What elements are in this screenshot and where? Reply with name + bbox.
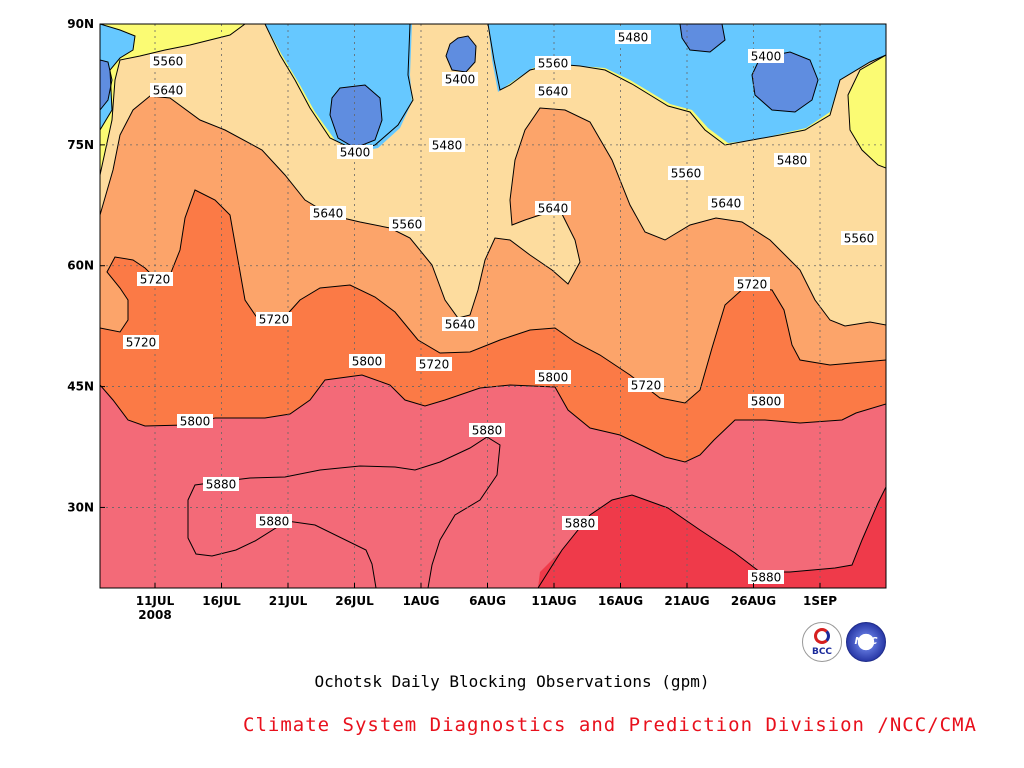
contour-label-text: 5640	[711, 197, 742, 211]
ncc-logo: NCC	[846, 622, 886, 662]
contour-label-text: 5640	[313, 207, 344, 221]
contour-label: 5560	[389, 217, 425, 232]
chart-credit: Climate System Diagnostics and Predictio…	[243, 714, 977, 736]
contour-labels: 5560 5640 5720 5720 5880 5720 5800 5880 5640 5800…	[123, 30, 877, 585]
contour-label-text: 5800	[751, 395, 782, 409]
contour-label-text: 5560	[671, 167, 702, 181]
contour-label: 5720	[628, 378, 664, 393]
contour-label-text: 5720	[737, 278, 768, 292]
contour-label: 5800	[535, 370, 571, 385]
x-tick-label: 16AUG	[598, 594, 643, 608]
x-tick-label: 21JUL	[269, 594, 308, 608]
contour-label: 5880	[748, 570, 784, 585]
contour-label: 5400	[337, 145, 373, 160]
contour-label: 5720	[137, 272, 173, 287]
contour-label: 5800	[177, 414, 213, 429]
contour-label-text: 5640	[445, 318, 476, 332]
x-tick-label: 11AUG	[531, 594, 576, 608]
contour-label-text: 5640	[538, 85, 569, 99]
x-tick-label: 6AUG	[469, 594, 506, 608]
contour-label-text: 5640	[538, 202, 569, 216]
contour-label-text: 5880	[472, 424, 503, 438]
contour-label: 5720	[416, 357, 452, 372]
ncc-logo-text: NCC	[854, 636, 878, 647]
plot-frame	[99, 23, 887, 589]
contour-label: 5640	[535, 84, 571, 99]
contour-label: 5880	[562, 516, 598, 531]
contour-label-text: 5720	[419, 358, 450, 372]
contour-label-text: 5880	[206, 478, 237, 492]
x-tick-label: 16JUL	[202, 594, 241, 608]
y-tick-label: 75N	[67, 138, 94, 152]
contour-label: 5560	[150, 54, 186, 69]
contour-label: 5640	[708, 196, 744, 211]
x-axis: 11JUL 16JUL 21JUL 26JUL 1AUG 6AUG 11AUG 16AUG 21…	[136, 583, 837, 622]
contour-label: 5640	[150, 83, 186, 98]
grid-lines	[100, 24, 886, 588]
contour-label-text: 5800	[538, 371, 569, 385]
fill-below-5400	[100, 24, 818, 148]
bcc-logo-text: BCC	[811, 647, 833, 657]
contour-label-text: 5720	[631, 379, 662, 393]
y-axis: 90N 75N 60N 45N 30N	[67, 17, 105, 514]
contour-label: 5720	[734, 277, 770, 292]
contour-label: 5800	[748, 394, 784, 409]
contour-label: 5800	[349, 354, 385, 369]
contour-label-text: 5560	[844, 232, 875, 246]
contour-label: 5560	[668, 166, 704, 181]
contour-label: 5880	[203, 477, 239, 492]
contour-label-text: 5400	[751, 50, 782, 64]
contour-label: 5560	[841, 231, 877, 246]
bcc-logo: BCC	[802, 622, 842, 662]
x-year-label: 2008	[138, 608, 171, 622]
contour-label-text: 5800	[352, 355, 383, 369]
contour-label: 5720	[256, 312, 292, 327]
contour-label-text: 5720	[140, 273, 171, 287]
contour-label-text: 5400	[445, 73, 476, 87]
x-tick-label: 1SEP	[803, 594, 837, 608]
contour-label-text: 5480	[432, 139, 463, 153]
contour-label-text: 5560	[392, 218, 423, 232]
contour-label: 5640	[442, 317, 478, 332]
contour-label-text: 5880	[751, 571, 782, 585]
contour-label-text: 5880	[565, 517, 596, 531]
contour-label: 5640	[535, 201, 571, 216]
contour-label-text: 5400	[340, 146, 371, 160]
contour-label: 5400	[748, 49, 784, 64]
contour-label-text: 5560	[538, 57, 569, 71]
contour-label-text: 5880	[259, 515, 290, 529]
contour-label: 5640	[310, 206, 346, 221]
contour-lines	[100, 24, 886, 588]
contour-label-text: 5480	[618, 31, 649, 45]
contour-label: 5720	[123, 335, 159, 350]
x-tick-label: 1AUG	[403, 594, 440, 608]
x-tick-label: 26AUG	[731, 594, 776, 608]
contour-label: 5560	[535, 56, 571, 71]
contour-label: 5880	[256, 514, 292, 529]
contour-label: 5480	[429, 138, 465, 153]
contour-fills	[100, 24, 886, 588]
x-tick-label: 21AUG	[664, 594, 709, 608]
chart-title: Ochotsk Daily Blocking Observations (gpm…	[314, 672, 710, 691]
x-tick-label: 26JUL	[335, 594, 374, 608]
contour-label-text: 5640	[153, 84, 184, 98]
contour-label: 5400	[442, 72, 478, 87]
y-tick-label: 90N	[67, 17, 94, 31]
contour-label-text: 5720	[259, 313, 290, 327]
y-tick-label: 60N	[67, 259, 94, 273]
contour-label: 5480	[774, 153, 810, 168]
fill-5400-5480	[100, 24, 886, 152]
bcc-swirl-icon	[814, 628, 830, 644]
contour-label-text: 5480	[777, 154, 808, 168]
y-tick-label: 45N	[67, 380, 94, 394]
contour-label-text: 5800	[180, 415, 211, 429]
contour-label: 5480	[615, 30, 651, 45]
contour-label: 5880	[469, 423, 505, 438]
x-tick-label: 11JUL	[136, 594, 175, 608]
contour-label-text: 5560	[153, 55, 184, 69]
contour-label-text: 5720	[126, 336, 157, 350]
y-tick-label: 30N	[67, 500, 94, 514]
